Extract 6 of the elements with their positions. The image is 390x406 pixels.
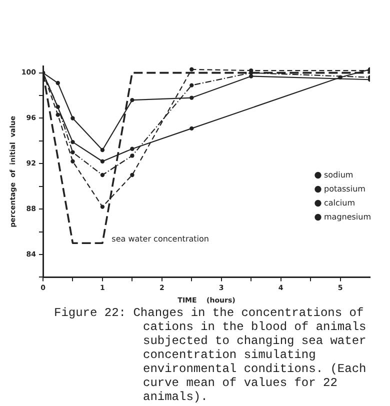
legend-label: potassium <box>324 184 366 194</box>
legend-label: sodium <box>324 170 354 180</box>
legend-label: magnesium <box>324 212 372 222</box>
caption: Figure 22: Changes in the concentrations of cations in the blood of animals subjected to changing sea water concentration simulating environmental conditions. (Each curve mean of values for 22 animals). <box>54 306 368 404</box>
legend-label: calcium <box>324 198 356 208</box>
annotation: sea water concentration <box>112 234 209 244</box>
